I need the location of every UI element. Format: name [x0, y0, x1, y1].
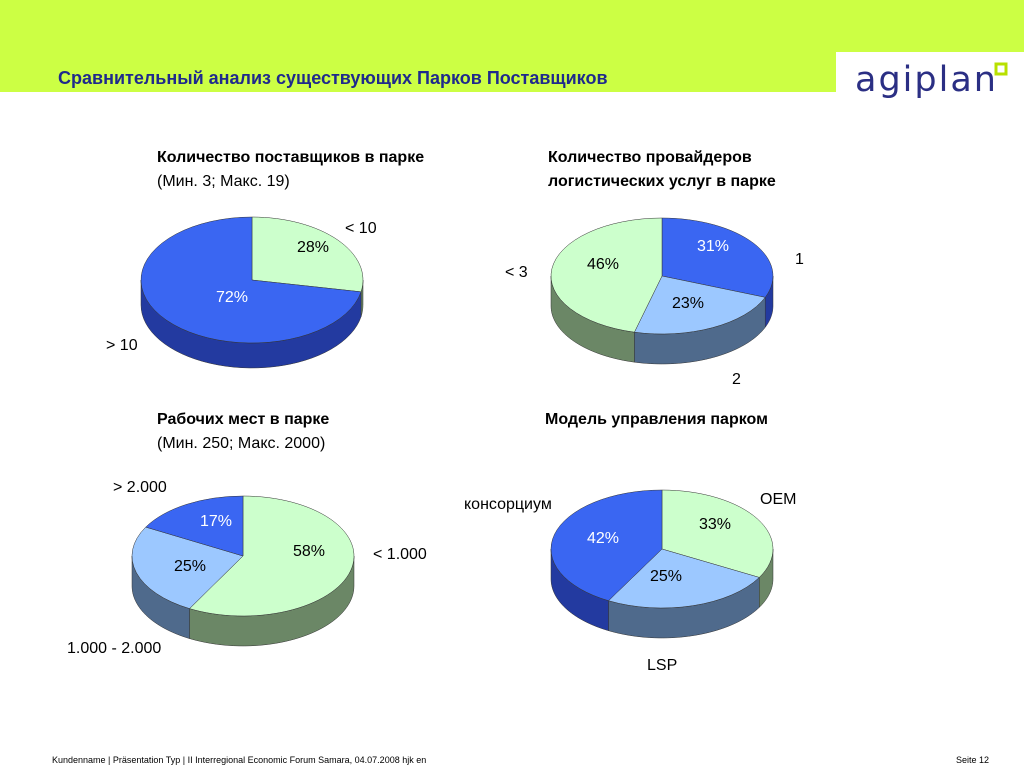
chart-3-title-text: Рабочих мест в парке — [157, 411, 330, 428]
chart-1-title: Количество поставщиков в парке (Мин. 3; … — [157, 146, 447, 194]
pie-3-slice-1 — [189, 495, 355, 617]
pie-4-value-3: 42% — [587, 530, 619, 547]
pie-3-value-1: 58% — [293, 543, 325, 560]
logo-mark-icon — [994, 62, 1008, 76]
pie-2-value-2: 23% — [672, 295, 704, 312]
chart-2-title-text: Количество провайдеров логистических усл… — [548, 149, 776, 190]
pie-3-value-2: 25% — [174, 558, 206, 575]
pie-2-value-1: 31% — [697, 238, 729, 255]
chart-1-label-lt10: < 10 — [345, 220, 377, 237]
pie-1-value-2: 72% — [216, 289, 248, 306]
chart-1-subtitle: (Мин. 3; Макс. 19) — [157, 173, 290, 190]
chart-4-title-text: Модель управления парком — [545, 411, 768, 428]
pie-2-slice-3 — [550, 217, 663, 333]
pie-2-slice-2 — [634, 275, 766, 335]
chart-2-label-2: 2 — [732, 371, 741, 388]
chart-2-title: Количество провайдеров логистических усл… — [548, 146, 848, 194]
chart-3-label-1000-2000: 1.000 - 2.000 — [67, 640, 162, 657]
agiplan-logo: agiplan — [855, 60, 998, 100]
pie-3-slice-3 — [145, 495, 244, 557]
pie-1-slice-1 — [251, 216, 364, 293]
pie-chart-3: 58% 25% 17% — [131, 495, 355, 647]
pie-2-slice-1 — [661, 217, 774, 298]
chart-2-label-1: 1 — [795, 251, 804, 268]
pie-chart-4: 33% 25% 42% — [550, 489, 774, 639]
page-number: Seite 12 — [956, 755, 990, 765]
chart-4-label-consortium: консорциум — [464, 496, 552, 513]
pie-1-slice-2 — [140, 216, 362, 344]
chart-2-label-lt3: < 3 — [505, 264, 528, 281]
pie-1-value-1: 28% — [297, 239, 329, 256]
pie-4-slice-1 — [661, 489, 774, 578]
pie-3-slice-2 — [131, 526, 244, 609]
chart-4-label-oem: OEM — [760, 491, 797, 508]
chart-3-label-lt1000: < 1.000 — [373, 546, 427, 563]
footer-text: Kundenname | Präsentation Typ | II Inter… — [52, 755, 427, 765]
chart-3-subtitle: (Мин. 250; Макс. 2000) — [157, 435, 326, 452]
logo-area — [836, 52, 1024, 104]
chart-1-label-gt10: > 10 — [106, 337, 138, 354]
pie-chart-1: 28% 72% — [140, 216, 364, 369]
pie-4-slice-3 — [550, 489, 663, 601]
pie-2-value-3: 46% — [587, 256, 619, 273]
chart-3-label-gt2000: > 2.000 — [113, 479, 167, 496]
pie-4-value-2: 25% — [650, 568, 682, 585]
chart-1-title-text: Количество поставщиков в парке — [157, 149, 425, 166]
pie-chart-2: 31% 23% 46% — [550, 217, 774, 365]
chart-4-title: Модель управления парком — [545, 408, 768, 432]
pie-4-value-1: 33% — [699, 516, 731, 533]
chart-4-label-lsp: LSP — [647, 657, 678, 674]
chart-3-title: Рабочих мест в парке (Мин. 250; Макс. 20… — [157, 408, 329, 456]
pie-3-value-3: 17% — [200, 513, 232, 530]
pie-4-slice-2 — [608, 548, 760, 609]
page-title: Сравнительный анализ существующих Парков… — [58, 68, 608, 88]
